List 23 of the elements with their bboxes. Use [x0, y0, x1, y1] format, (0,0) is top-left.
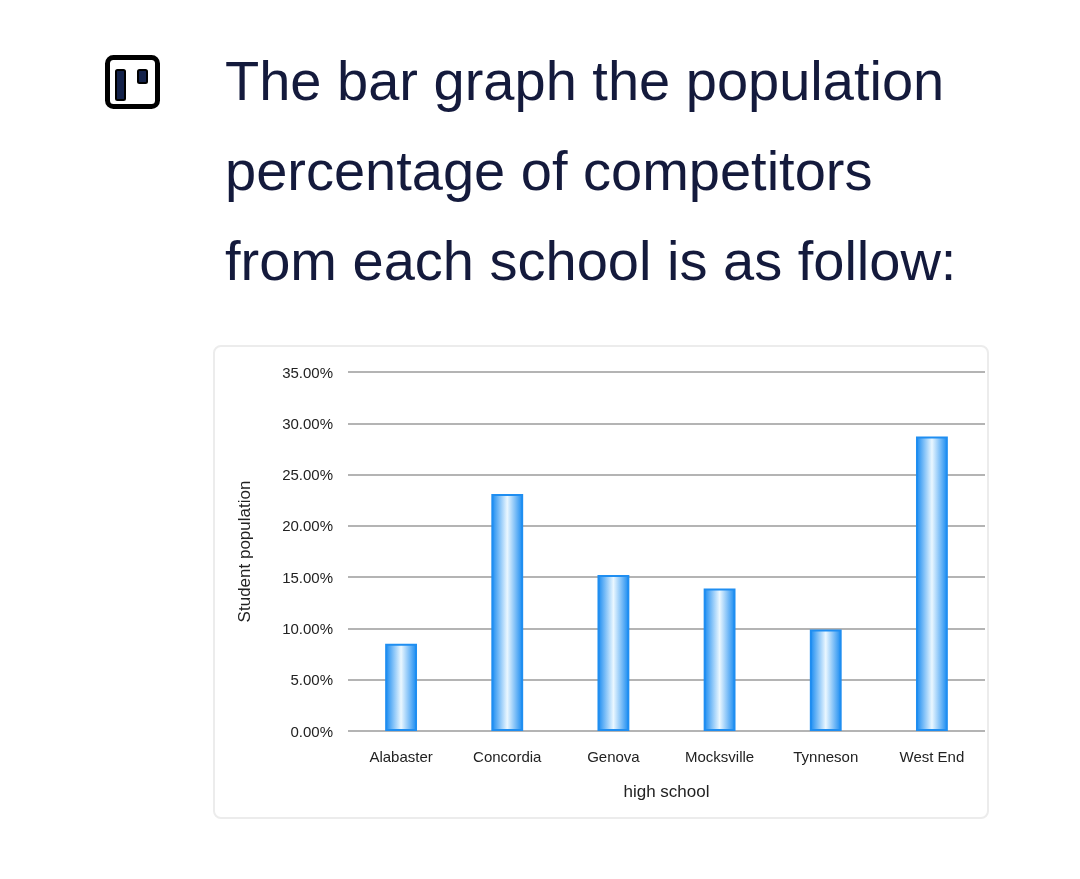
x-tick-label: Mocksville [684, 748, 755, 765]
bar [703, 588, 736, 731]
x-tick-label: Concordia [473, 748, 543, 765]
bar [385, 643, 418, 731]
y-tick-label: 10.00% [282, 619, 333, 637]
x-tick-label: Tynneson [793, 748, 859, 765]
x-tick-label: Alabaster [369, 748, 433, 765]
y-axis-title: Student population [235, 480, 254, 623]
y-tick-label: 30.00% [282, 414, 333, 432]
y-tick-label: 5.00% [290, 671, 333, 689]
x-tick-label: Genova [587, 748, 641, 765]
chart-title: The bar graph the population percentage of competitors from each school is as follow: [225, 48, 958, 294]
x-tick-label: West End [899, 748, 965, 765]
bar [597, 575, 630, 731]
y-tick-label: 25.00% [282, 466, 333, 484]
y-tick-label: 0.00% [290, 722, 333, 740]
bar [491, 494, 524, 731]
y-tick-label: 35.00% [282, 363, 333, 381]
y-tick-label: 15.00% [282, 568, 333, 586]
x-axis-title: high school [623, 782, 710, 801]
bar [915, 436, 948, 731]
bar [809, 629, 842, 731]
y-tick-label: 20.00% [282, 517, 333, 535]
